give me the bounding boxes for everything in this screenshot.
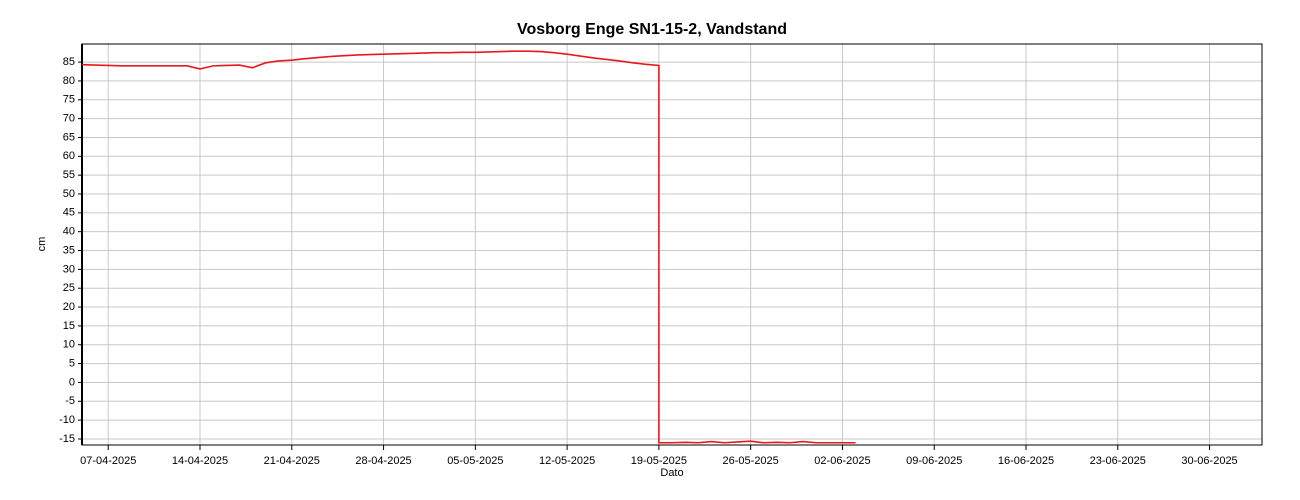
y-tick-label: -15 [59, 433, 75, 445]
y-tick-label: 35 [63, 244, 75, 256]
y-tick-label: 65 [63, 131, 75, 143]
y-axis-label: cm [36, 237, 48, 252]
x-tick-label: 23-06-2025 [1090, 455, 1146, 467]
y-tick-label: 85 [63, 56, 75, 68]
x-tick-label: 12-05-2025 [539, 455, 595, 467]
y-tick-label: 55 [63, 169, 75, 181]
x-tick-label: 02-06-2025 [814, 455, 870, 467]
chart-title: Vosborg Enge SN1-15-2, Vandstand [517, 21, 787, 38]
y-tick-label: 60 [63, 150, 75, 162]
y-tick-label: 80 [63, 75, 75, 87]
x-tick-label: 05-05-2025 [447, 455, 503, 467]
x-tick-label: 14-04-2025 [172, 455, 228, 467]
y-tick-label: 20 [63, 301, 75, 313]
y-tick-label: 0 [69, 376, 75, 388]
y-tick-label: 50 [63, 188, 75, 200]
x-tick-label: 28-04-2025 [355, 455, 411, 467]
y-tick-label: 25 [63, 282, 75, 294]
y-tick-label: 30 [63, 263, 75, 275]
x-tick-label: 19-05-2025 [631, 455, 687, 467]
y-tick-label: 15 [63, 320, 75, 332]
x-tick-label: 16-06-2025 [998, 455, 1054, 467]
y-tick-label: -5 [65, 395, 75, 407]
x-axis-label: Dato [660, 467, 683, 479]
y-tick-label: 45 [63, 207, 75, 219]
y-tick-label: 70 [63, 113, 75, 125]
x-tick-label: 21-04-2025 [264, 455, 320, 467]
y-tick-label: 5 [69, 358, 75, 370]
x-tick-label: 26-05-2025 [723, 455, 779, 467]
y-tick-label: 40 [63, 226, 75, 238]
y-tick-label: 75 [63, 94, 75, 106]
x-tick-label: 30-06-2025 [1181, 455, 1237, 467]
y-tick-label: 10 [63, 339, 75, 351]
x-tick-label: 09-06-2025 [906, 455, 962, 467]
data-line [81, 50, 856, 444]
y-tick-label: -10 [59, 414, 75, 426]
x-tick-label: 07-04-2025 [80, 455, 136, 467]
